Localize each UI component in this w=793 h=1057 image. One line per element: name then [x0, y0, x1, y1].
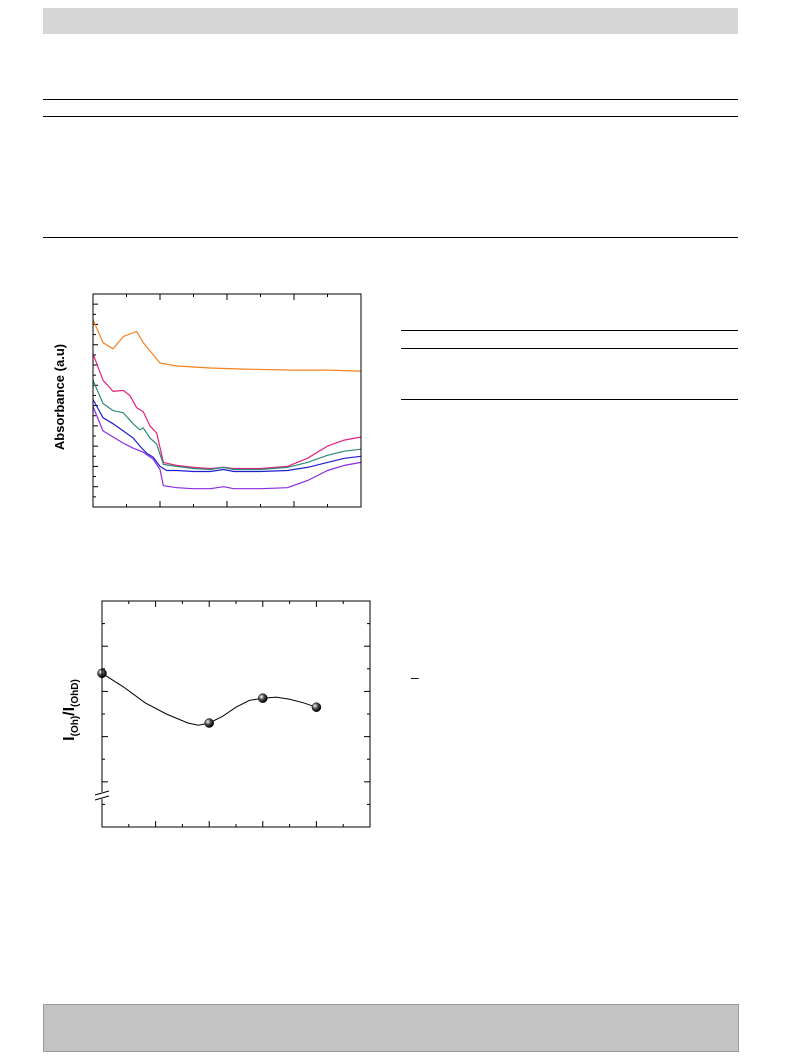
table-top-rule: [43, 99, 738, 100]
chart1-ylabel: Absorbance (a.u): [52, 344, 67, 450]
chart2-frame: [101, 600, 371, 828]
table-bottom-rule: [43, 237, 738, 238]
absorbance-chart: Absorbance (a.u): [52, 293, 362, 508]
chart1-frame: [92, 293, 362, 508]
chart2-points: [97, 668, 322, 728]
minus-glyph: –: [411, 669, 419, 685]
chart2-ticks: [101, 600, 371, 828]
chart2-ylabel: I(Oh)/I(OhD): [61, 679, 81, 741]
chart1-series-line-3: [92, 379, 362, 471]
intensity-ratio-chart: I(Oh)/I(OhD): [61, 600, 371, 828]
side-table-bottom-rule: [401, 399, 738, 400]
axis-break-icon: [94, 790, 110, 801]
chart2-fit-line: [101, 672, 317, 726]
side-table-top-rule: [401, 330, 738, 331]
chart1-series-line-2: [92, 353, 362, 470]
side-table-header-rule: [401, 348, 738, 349]
chart1-series-line-4: [92, 399, 362, 473]
chart1-series-line-1: [92, 319, 362, 372]
chart2-point-4: [311, 702, 322, 712]
header-band: [43, 8, 738, 34]
footer-band: [43, 1004, 739, 1052]
table-header-rule: [43, 116, 738, 117]
chart2-point-3: [258, 693, 268, 703]
chart1-series-line-5: [92, 406, 362, 490]
chart2-point-2: [204, 718, 214, 728]
chart2-fit-curve: [101, 672, 317, 726]
chart1-series: [92, 319, 362, 490]
